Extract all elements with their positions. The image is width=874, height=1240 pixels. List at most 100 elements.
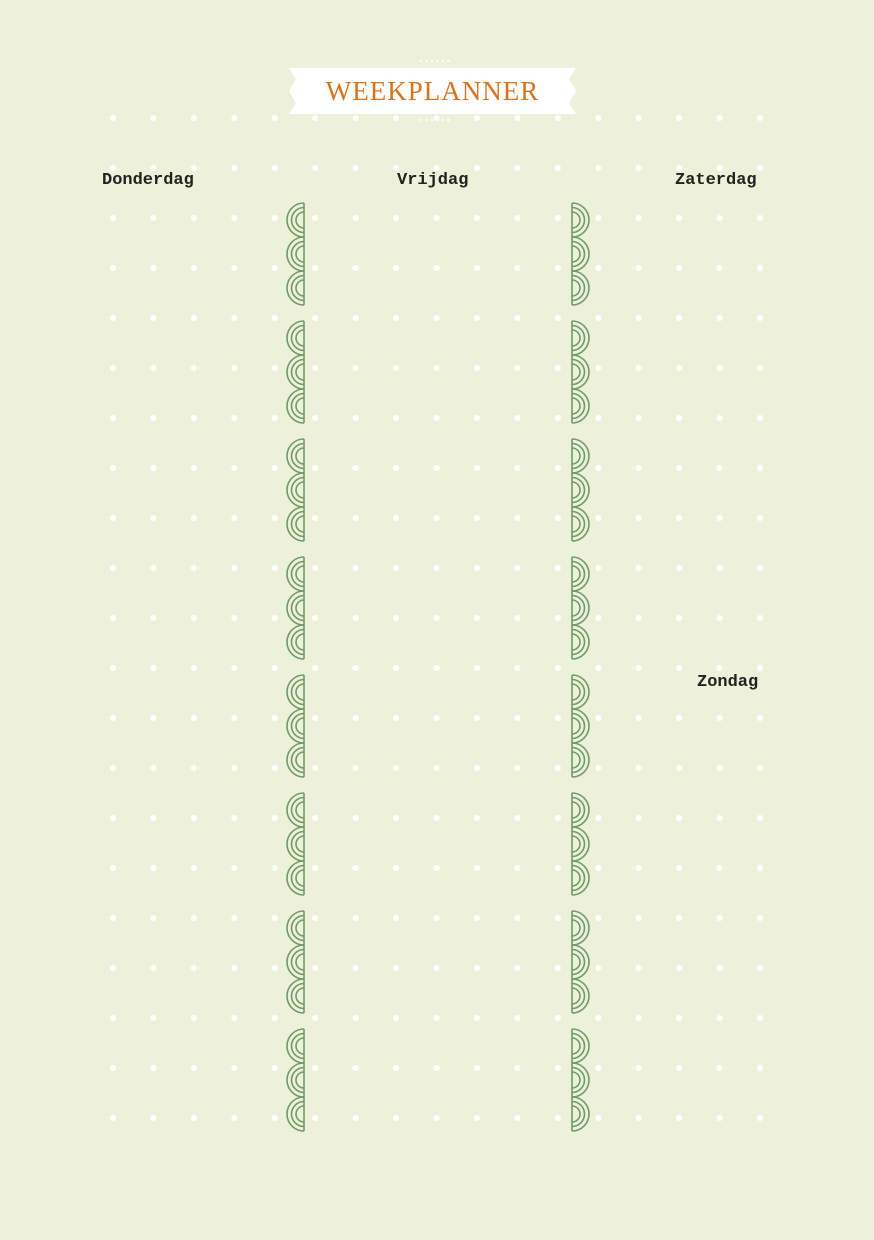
grid-dot: [554, 765, 561, 771]
grid-dot: [393, 665, 400, 671]
grid-dot: [716, 865, 723, 871]
grid-dot: [635, 765, 642, 771]
grid-dot: [393, 115, 400, 121]
grid-dot: [433, 565, 440, 571]
grid-dot: [271, 115, 278, 121]
grid-dot: [595, 715, 602, 721]
grid-dot: [433, 715, 440, 721]
grid-dot: [110, 565, 116, 571]
grid-dot: [433, 815, 440, 821]
grid-dot: [716, 415, 723, 421]
banner-accent-dot: [430, 59, 434, 63]
grid-dot: [352, 365, 359, 371]
grid-dot: [271, 765, 278, 771]
grid-dot: [110, 715, 116, 721]
grid-dot: [716, 665, 723, 671]
grid-dot: [595, 365, 602, 371]
grid-dot: [473, 415, 480, 421]
banner-accent-dot: [419, 59, 423, 63]
grid-dot: [110, 1065, 116, 1071]
grid-dot: [433, 165, 440, 171]
grid-dot: [757, 165, 764, 171]
grid-dot: [231, 765, 238, 771]
grid-dot: [716, 265, 723, 271]
grid-dot: [352, 815, 359, 821]
grid-dot: [352, 1015, 359, 1021]
grid-dot: [595, 915, 602, 921]
grid-dot: [150, 315, 157, 321]
grid-dot: [312, 565, 319, 571]
grid-dot: [716, 365, 723, 371]
grid-dot: [110, 465, 116, 471]
grid-dot: [110, 815, 116, 821]
grid-dot: [635, 215, 642, 221]
grid-dot: [110, 1015, 116, 1021]
grid-dot: [110, 315, 116, 321]
grid-dot: [676, 515, 683, 521]
grid-dot: [433, 215, 440, 221]
grid-dot: [473, 865, 480, 871]
grid-dot: [554, 965, 561, 971]
grid-dot: [110, 265, 116, 271]
grid-dot: [716, 115, 723, 121]
grid-dot: [231, 615, 238, 621]
grid-dot: [190, 615, 197, 621]
grid-dot: [312, 665, 319, 671]
grid-dot: [150, 815, 157, 821]
grid-dot: [514, 365, 521, 371]
banner-accent-dot: [425, 118, 428, 122]
grid-dot: [514, 1015, 521, 1021]
grid-dot: [190, 365, 197, 371]
page-title: WEEKPLANNER: [325, 76, 540, 106]
grid-dot: [554, 515, 561, 521]
grid-dot: [433, 1015, 440, 1021]
grid-dot: [110, 365, 116, 371]
grid-dot: [676, 765, 683, 771]
grid-dot: [231, 565, 238, 571]
grid-dot: [635, 115, 642, 121]
grid-dot: [231, 1115, 238, 1121]
grid-dot: [110, 915, 116, 921]
grid-dot: [757, 515, 764, 521]
grid-dot: [393, 715, 400, 721]
grid-dot: [676, 265, 683, 271]
grid-dot: [514, 1065, 521, 1071]
grid-dot: [271, 615, 278, 621]
grid-dot: [595, 765, 602, 771]
grid-dot: [433, 315, 440, 321]
grid-dot: [595, 265, 602, 271]
grid-dot: [595, 415, 602, 421]
banner-accent-dot: [425, 59, 428, 63]
grid-dot: [473, 115, 480, 121]
grid-dot: [231, 265, 238, 271]
grid-dot: [757, 965, 764, 971]
grid-dot: [150, 1015, 157, 1021]
banner-accent-dot: [436, 118, 439, 122]
grid-dot: [231, 215, 238, 221]
grid-dot: [635, 365, 642, 371]
grid-dot: [150, 1115, 157, 1121]
grid-dot: [635, 965, 642, 971]
grid-dot: [757, 115, 764, 121]
grid-dot: [433, 265, 440, 271]
grid-dot: [110, 615, 116, 621]
grid-dot: [312, 365, 319, 371]
grid-dot: [150, 915, 157, 921]
grid-dot: [554, 865, 561, 871]
grid-dot: [757, 265, 764, 271]
grid-dot: [393, 1015, 400, 1021]
grid-dot: [271, 665, 278, 671]
grid-dot: [514, 465, 521, 471]
grid-dot: [635, 265, 642, 271]
banner-accent-dot: [447, 59, 450, 63]
grid-dot: [635, 315, 642, 321]
grid-dot: [150, 265, 157, 271]
grid-dot: [716, 715, 723, 721]
grid-dot: [190, 215, 197, 221]
grid-dot: [150, 615, 157, 621]
grid-dot: [150, 865, 157, 871]
grid-dot: [393, 765, 400, 771]
grid-dot: [716, 1115, 723, 1121]
day-label-vrijdag: Vrijdag: [397, 171, 469, 190]
